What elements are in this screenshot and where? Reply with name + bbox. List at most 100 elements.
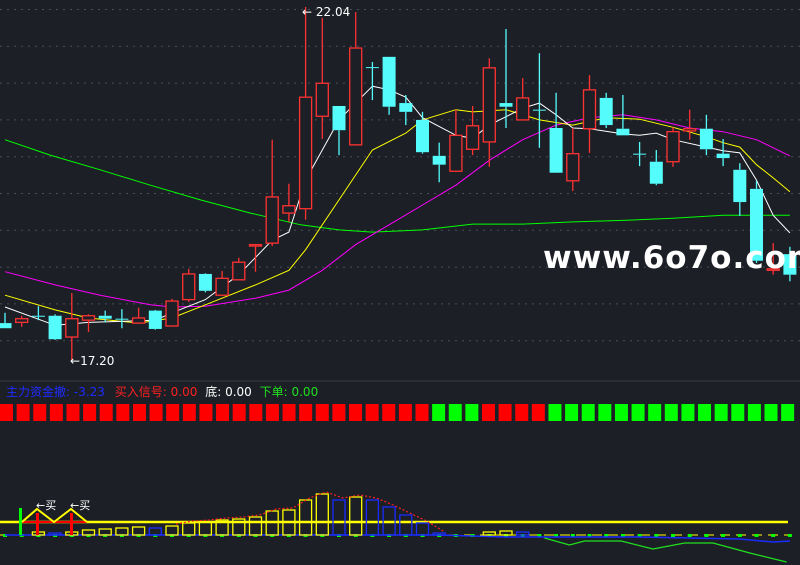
baseline-marker	[604, 534, 609, 537]
signal-green	[714, 404, 728, 421]
candle-body	[182, 273, 196, 301]
indicator-bar	[432, 532, 446, 536]
baseline-marker	[587, 534, 592, 537]
candle-body	[365, 67, 379, 69]
signal-red	[515, 404, 529, 421]
candle-body	[465, 125, 480, 150]
order-value: 0.00	[291, 385, 319, 399]
candle-body	[48, 315, 62, 340]
candle-body	[750, 188, 763, 261]
baseline-marker	[737, 534, 742, 537]
candle-body	[282, 205, 296, 214]
signal-red	[332, 404, 346, 421]
signal-green	[731, 404, 745, 421]
indicator-bar	[382, 506, 396, 536]
candle-body	[699, 128, 713, 150]
candle-body	[582, 89, 597, 130]
candle-body	[633, 153, 647, 155]
baseline-marker	[671, 534, 675, 537]
candle-body	[165, 300, 179, 327]
indicator-bar	[232, 518, 246, 536]
candle-body	[532, 109, 546, 111]
candle	[616, 94, 630, 136]
indicator-bar	[516, 531, 530, 536]
low-price-label: ←17.20	[70, 354, 115, 368]
candle	[98, 310, 112, 323]
candle	[165, 298, 179, 327]
candle	[532, 53, 546, 148]
signal-green	[664, 404, 678, 421]
signal-green	[698, 404, 712, 421]
indicator-bar	[332, 499, 346, 536]
signal-red	[132, 404, 146, 421]
signal-red	[382, 404, 396, 421]
indicator-bar	[115, 527, 129, 536]
signal-red	[66, 404, 80, 421]
signal-red	[265, 404, 279, 421]
candle	[649, 149, 663, 186]
candle	[15, 315, 29, 327]
signal-red	[99, 404, 113, 421]
order-label: 下单:	[259, 385, 288, 399]
fund-withdraw-value: -3.23	[73, 385, 105, 399]
buy-signal-bar	[70, 513, 73, 535]
baseline-marker	[704, 534, 709, 537]
bottom-signal-bar	[19, 508, 22, 535]
candle-body	[716, 153, 730, 159]
candle	[499, 28, 513, 128]
bottom-value: 0.00	[225, 385, 252, 399]
signal-green	[764, 404, 778, 421]
signal-green	[548, 404, 562, 421]
buy-mark: ←买	[70, 499, 91, 512]
candle-body	[215, 277, 229, 296]
signal-red	[481, 404, 495, 421]
indicator-bar	[98, 528, 112, 536]
candle-body	[766, 268, 780, 271]
candle	[666, 127, 680, 167]
candle	[349, 12, 363, 146]
candle-body	[683, 128, 697, 132]
candle	[148, 309, 162, 330]
indicator-bar	[365, 499, 380, 536]
candle	[599, 92, 613, 128]
buy-signal-value: 0.00	[170, 385, 198, 399]
indicator-bar	[298, 499, 313, 536]
candle	[750, 180, 763, 263]
signal-green	[631, 404, 645, 421]
candle-body	[115, 318, 129, 320]
indicator-bar	[198, 521, 213, 536]
signal-green	[648, 404, 662, 421]
candle	[382, 56, 396, 115]
candle	[315, 17, 329, 139]
baseline-marker	[554, 534, 559, 537]
indicator-bar	[415, 522, 430, 536]
candle	[482, 58, 496, 167]
ma20-line	[4, 114, 791, 308]
candle-body	[81, 315, 96, 321]
baseline-marker	[687, 534, 692, 537]
candle-body	[15, 318, 29, 324]
buy-signal-label: 买入信号:	[114, 385, 167, 399]
candle-body	[65, 318, 79, 338]
candle	[31, 306, 45, 321]
signal-red	[249, 404, 263, 421]
candle-body	[198, 273, 212, 291]
baseline-marker	[570, 534, 575, 537]
indicator-bar	[81, 529, 96, 536]
indicator-legend: 主力资金撤: -3.23 买入信号: 0.00 底: 0.00 下单: 0.00	[6, 383, 318, 400]
candle	[182, 268, 196, 302]
indicator-bar	[165, 525, 179, 536]
moving-average-lines	[4, 85, 791, 326]
candle	[365, 61, 379, 101]
watermark: www.6o7o.com	[543, 240, 800, 276]
candle	[566, 127, 580, 192]
candle	[432, 142, 446, 183]
signal-red	[299, 404, 313, 421]
candle	[449, 109, 463, 172]
candle	[683, 109, 697, 140]
candle-body	[349, 47, 363, 146]
candle	[115, 309, 129, 329]
candle	[332, 105, 346, 156]
indicator-bar	[182, 522, 196, 536]
